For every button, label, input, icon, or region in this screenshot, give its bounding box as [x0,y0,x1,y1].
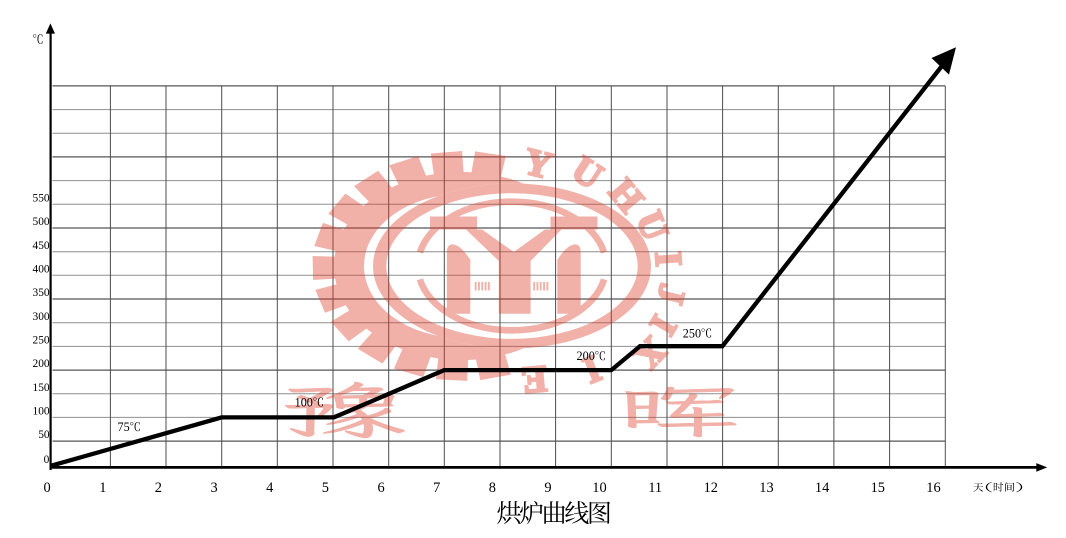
svg-text:16: 16 [926,480,940,496]
svg-text:150: 150 [33,382,50,394]
svg-text:200: 200 [577,349,595,363]
svg-text:I: I [647,250,690,268]
svg-text:4: 4 [266,480,273,496]
svg-text:12: 12 [704,480,718,496]
svg-text:100: 100 [33,406,50,418]
svg-text:14: 14 [815,480,829,496]
svg-text:200: 200 [33,358,50,370]
svg-text:250: 250 [33,335,50,347]
svg-text:100: 100 [295,395,313,409]
svg-text:2: 2 [155,480,162,496]
svg-text:250: 250 [683,326,701,340]
svg-text:10: 10 [592,480,606,496]
svg-text:11: 11 [648,480,662,496]
svg-text:U: U [564,148,610,198]
svg-text:13: 13 [759,480,773,496]
svg-text:50: 50 [38,429,50,441]
svg-text:E: E [520,357,549,401]
svg-text:0: 0 [44,454,50,466]
svg-text:J: J [648,280,693,309]
svg-text:5: 5 [322,480,329,496]
svg-text:450: 450 [33,240,50,252]
svg-text:6: 6 [377,480,384,496]
svg-text:15: 15 [871,480,885,496]
svg-text:7: 7 [433,480,440,496]
svg-text:400: 400 [33,263,50,275]
svg-text:3: 3 [210,480,217,496]
svg-text:300: 300 [33,311,50,323]
svg-text:550: 550 [33,192,50,204]
svg-text:1: 1 [99,480,106,496]
svg-text:75: 75 [118,420,130,434]
svg-text:500: 500 [33,216,50,228]
svg-text:9: 9 [544,480,551,496]
svg-text:0: 0 [43,480,50,496]
svg-text:8: 8 [489,480,496,496]
svg-text:350: 350 [33,287,50,299]
